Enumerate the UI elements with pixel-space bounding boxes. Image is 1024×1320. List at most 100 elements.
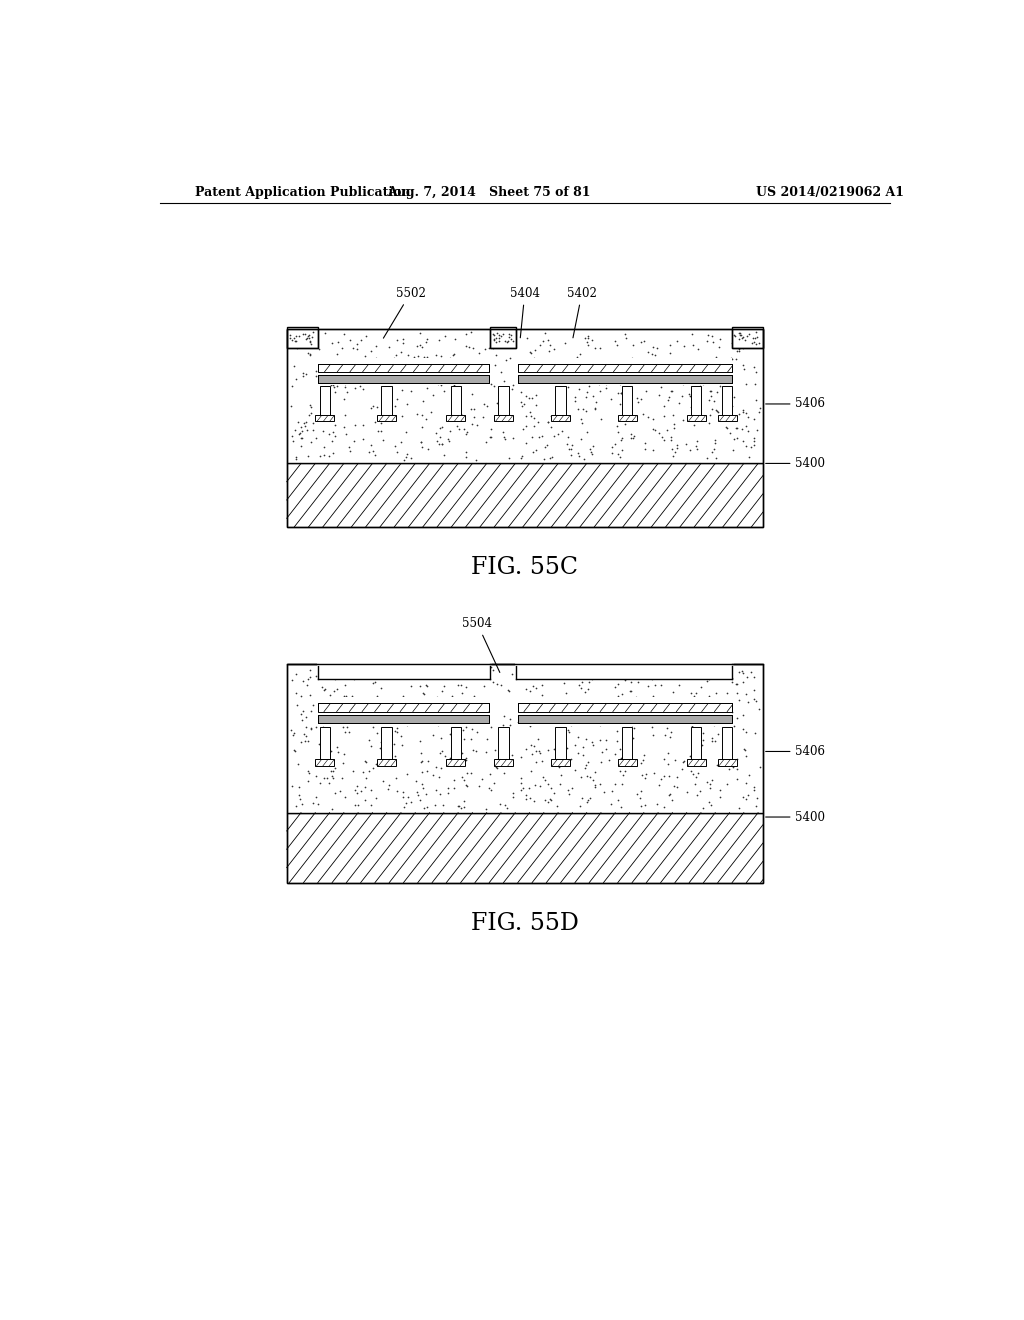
Point <box>675 374 691 395</box>
Point <box>346 669 362 690</box>
Point <box>582 787 598 808</box>
Point <box>543 788 559 809</box>
Point <box>710 723 726 744</box>
Point <box>375 704 391 725</box>
Point <box>489 673 506 694</box>
Point <box>362 795 379 816</box>
Point <box>354 762 371 783</box>
Point <box>504 744 520 766</box>
Point <box>603 793 620 814</box>
Point <box>364 341 380 362</box>
Point <box>585 734 601 755</box>
Point <box>454 682 470 704</box>
Point <box>572 343 589 364</box>
Bar <box>498 726 509 759</box>
Point <box>440 366 457 387</box>
Point <box>288 447 304 469</box>
Point <box>436 659 453 680</box>
Point <box>580 335 596 356</box>
Point <box>324 664 340 685</box>
Point <box>518 432 535 453</box>
Point <box>477 432 494 453</box>
Point <box>726 750 742 771</box>
Point <box>327 414 343 436</box>
Point <box>294 793 310 814</box>
Point <box>741 764 758 785</box>
Point <box>584 364 600 385</box>
Point <box>402 380 419 401</box>
Point <box>357 751 374 772</box>
Point <box>629 784 645 805</box>
Point <box>739 667 756 688</box>
Point <box>694 374 711 395</box>
Point <box>354 713 371 734</box>
Point <box>703 399 720 420</box>
Point <box>431 329 447 350</box>
Point <box>579 791 595 812</box>
Point <box>719 682 735 704</box>
Point <box>393 342 410 363</box>
Point <box>368 347 384 368</box>
Point <box>317 405 334 426</box>
Point <box>527 384 544 405</box>
Point <box>496 762 512 783</box>
Point <box>584 444 600 465</box>
Point <box>419 329 435 350</box>
Bar <box>518 364 732 372</box>
Point <box>735 326 752 347</box>
Point <box>612 738 629 759</box>
Point <box>434 681 451 702</box>
Point <box>341 705 357 726</box>
Bar <box>317 715 489 723</box>
Point <box>663 709 679 730</box>
Point <box>357 767 374 788</box>
Point <box>468 741 484 762</box>
Point <box>746 779 763 800</box>
Point <box>494 675 510 696</box>
Point <box>662 385 678 407</box>
Bar <box>722 726 732 759</box>
Point <box>612 747 629 768</box>
Point <box>537 437 553 458</box>
Point <box>319 768 336 789</box>
Point <box>514 395 530 416</box>
Point <box>324 766 340 787</box>
Point <box>293 686 309 708</box>
Point <box>579 706 595 727</box>
Point <box>412 730 428 751</box>
Point <box>638 764 654 785</box>
Point <box>413 665 429 686</box>
Bar <box>718 759 736 766</box>
Point <box>690 396 707 417</box>
Point <box>575 449 592 470</box>
Text: 5406: 5406 <box>766 397 825 411</box>
Point <box>669 776 685 797</box>
Point <box>308 787 325 808</box>
Point <box>730 329 746 350</box>
Point <box>339 381 355 403</box>
Point <box>689 438 706 459</box>
Point <box>748 389 764 411</box>
Point <box>537 770 553 791</box>
Point <box>299 731 315 752</box>
Point <box>751 401 767 422</box>
Text: 5400: 5400 <box>766 810 825 824</box>
Point <box>609 444 626 465</box>
Point <box>327 381 343 403</box>
Point <box>709 400 725 421</box>
Point <box>722 741 738 762</box>
Text: 5404: 5404 <box>510 286 540 338</box>
Point <box>660 784 677 805</box>
Point <box>478 799 495 820</box>
Point <box>524 743 541 764</box>
Point <box>456 368 472 389</box>
Point <box>375 403 391 424</box>
Point <box>640 351 656 372</box>
Point <box>297 730 313 751</box>
Point <box>514 710 530 731</box>
Point <box>352 780 369 801</box>
Bar <box>377 416 396 421</box>
Point <box>498 755 514 776</box>
Point <box>357 789 374 810</box>
Point <box>640 657 656 678</box>
